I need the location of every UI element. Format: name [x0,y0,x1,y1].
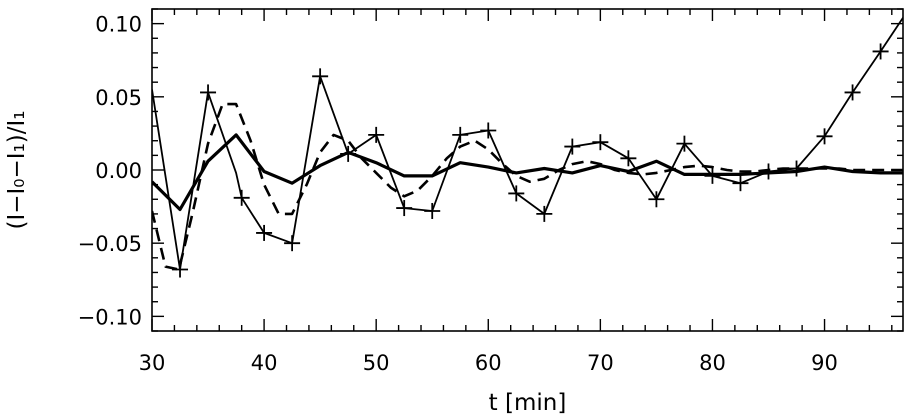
plus-marker [564,138,581,155]
x-tick-label: 70 [587,351,614,375]
plus-marker [284,235,301,252]
dashed-series-line [152,102,903,271]
x-tick-label: 60 [475,351,502,375]
plus-marker [732,175,749,192]
x-tick-label: 40 [251,351,278,375]
plus-marker [424,202,441,219]
y-tick-label: 0.05 [95,86,142,110]
x-tick-label: 80 [699,351,726,375]
thick-series-line [152,133,903,212]
plus-marker [872,43,889,60]
x-tick-label: 50 [363,351,390,375]
plot-series [152,17,903,278]
plus-marker [508,185,525,202]
series-group [152,17,903,278]
x-axis-label: t [min] [489,390,567,416]
plus-marker [368,126,385,143]
plus-marker [536,205,553,222]
y-axis-label: (I−I₀−I₁)/I₁ [4,110,30,229]
plus-marker [676,135,693,152]
y-tick-label: −0.10 [78,305,142,329]
plus-marker [312,68,329,85]
plus-marker [396,200,413,217]
plus-marker [480,122,497,139]
plus-marker [648,191,665,208]
plus-marker [592,134,609,151]
x-tick-label: 30 [139,351,166,375]
y-tick-label: 0.10 [95,13,142,37]
plus-marker [816,128,833,145]
plus-marker [452,126,469,143]
plus-marker [256,224,273,241]
plus-marker [233,189,250,206]
y-tick-label: 0.00 [95,159,142,183]
tick-labels: 30 40 50 60 70 80 90 0.10 0.05 0.00 −0.05 −0.10 [78,13,838,375]
x-tick-label: 90 [811,351,838,375]
plus-marker [200,84,217,101]
plus-marker [620,150,637,167]
y-tick-label: −0.05 [78,232,142,256]
plus-marker [844,84,861,101]
